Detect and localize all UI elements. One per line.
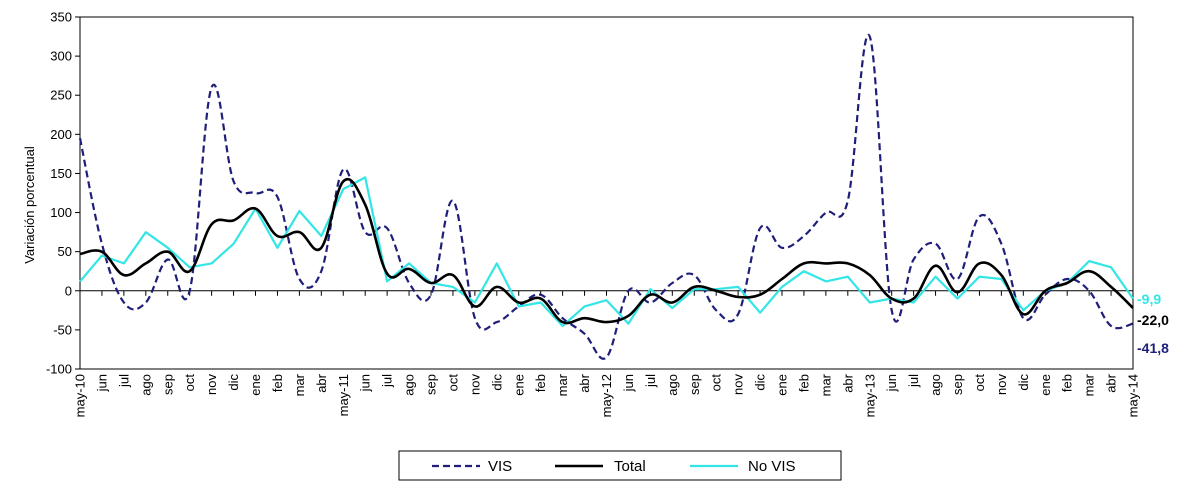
y-axis-label: Variación porcentual: [22, 146, 37, 264]
x-tick-label: feb: [533, 374, 548, 392]
x-tick-label: jul: [380, 374, 395, 388]
x-tick-label: may-13: [862, 374, 877, 417]
x-tick-label: feb: [796, 374, 811, 392]
x-tick-label: mar: [292, 373, 307, 396]
legend-label: VIS: [488, 458, 512, 475]
x-tick-label: ago: [138, 374, 153, 396]
x-tick-label: sep: [424, 374, 439, 395]
end-value-label: -41,8: [1137, 340, 1169, 356]
end-labels: -9,9 -22,0 -41,8: [1137, 291, 1169, 356]
x-tick-label: jun: [94, 374, 109, 392]
x-tick-label: may-10: [73, 374, 88, 417]
x-tick-label: nov: [731, 374, 746, 395]
y-tick-label: 50: [58, 244, 72, 259]
x-tick-label: dic: [226, 374, 241, 391]
x-tick-label: jul: [906, 374, 921, 388]
y-tick-label: 150: [50, 166, 72, 181]
series-line-vis: [78, 33, 1134, 360]
x-tick-label: feb: [1060, 374, 1075, 392]
x-tick-label: jun: [358, 374, 373, 392]
x-tick-label: oct: [182, 374, 197, 392]
x-tick-label: mar: [818, 373, 833, 396]
x-tick-label: dic: [489, 374, 504, 391]
y-tick-label: 100: [50, 205, 72, 220]
series-line-total: [79, 178, 1134, 325]
x-tick-label: may-14: [1126, 374, 1141, 417]
x-tick-label: jun: [884, 374, 899, 392]
x-tick-label: oct: [972, 374, 987, 392]
y-tick-label: -50: [53, 322, 72, 337]
x-tick-label: ago: [928, 374, 943, 396]
x-tick-label: ene: [511, 374, 526, 396]
x-axis: may-10 jun jul ago sep oct nov dic ene feb mar abr m…: [73, 290, 1141, 417]
x-tick-label: may-12: [599, 374, 614, 417]
legend-box: [398, 450, 842, 481]
x-tick-label: abr: [840, 373, 855, 392]
y-tick-label: 0: [65, 283, 72, 298]
x-tick-label: nov: [204, 374, 219, 395]
x-tick-label: dic: [753, 374, 768, 391]
y-tick-label: 350: [50, 10, 72, 25]
x-tick-label: dic: [1016, 374, 1031, 391]
legend-label: Total: [614, 458, 646, 475]
x-tick-label: sep: [950, 374, 965, 395]
y-tick-label: 250: [50, 88, 72, 103]
x-tick-label: jul: [116, 374, 131, 388]
x-tick-label: ene: [1038, 374, 1053, 396]
x-tick-label: feb: [270, 374, 285, 392]
x-tick-label: mar: [1082, 373, 1097, 396]
x-tick-label: nov: [994, 374, 1009, 395]
x-tick-label: oct: [709, 374, 724, 392]
legend: VIS Total No VIS: [398, 450, 842, 481]
end-value-label: -9,9: [1137, 291, 1161, 307]
y-axis: -100 -50 0 50 100 150 200 250 300 350: [46, 10, 80, 377]
x-tick-label: jul: [643, 374, 658, 388]
legend-label: No VIS: [748, 458, 796, 475]
series-line-no-vis: [79, 176, 1134, 328]
x-tick-label: mar: [555, 373, 570, 396]
plot-area: [79, 16, 1134, 370]
plot-border: [79, 16, 1134, 370]
x-tick-label: nov: [467, 374, 482, 395]
x-tick-label: oct: [445, 374, 460, 392]
x-tick-label: sep: [160, 374, 175, 395]
end-value-label: -22,0: [1137, 312, 1169, 328]
x-tick-label: ene: [248, 374, 263, 396]
x-tick-label: sep: [687, 374, 702, 395]
series-layer: [78, 33, 1134, 360]
x-tick-label: jun: [621, 374, 636, 392]
y-tick-label: 200: [50, 127, 72, 142]
x-tick-label: may-11: [336, 374, 351, 416]
x-tick-label: ago: [402, 374, 417, 396]
x-tick-label: abr: [1104, 373, 1119, 392]
y-tick-label: -100: [46, 362, 72, 377]
x-tick-label: ene: [775, 374, 790, 396]
x-tick-label: ago: [665, 374, 680, 396]
x-tick-label: abr: [314, 373, 329, 392]
y-tick-label: 300: [50, 49, 72, 64]
x-tick-label: abr: [577, 373, 592, 392]
